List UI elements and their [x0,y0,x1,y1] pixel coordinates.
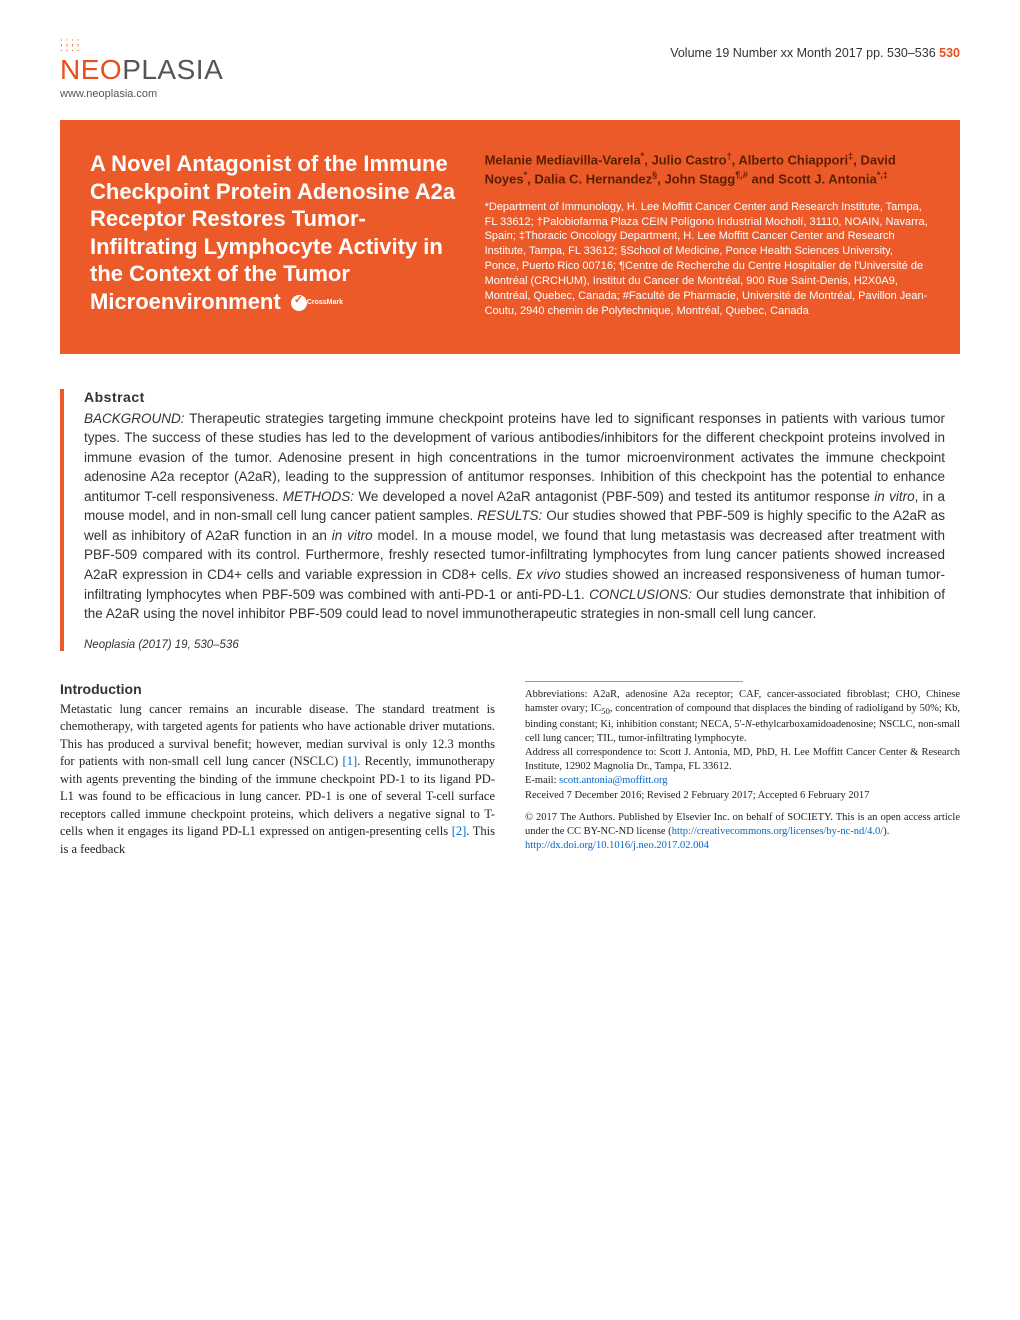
crossmark-icon[interactable] [291,295,307,311]
abstract-text: BACKGROUND: Therapeutic strategies targe… [84,409,945,624]
logo-url[interactable]: www.neoplasia.com [60,88,223,100]
crossmark-label: CrossMark [307,298,343,305]
journal-logo: : : : :: : : : NEOPLASIA www.neoplasia.c… [60,40,223,100]
correspondence-footnote: Address all correspondence to: Scott J. … [525,746,960,774]
page-number: 530 [939,46,960,60]
copyright-close: ). [883,826,889,837]
received-footnote: Received 7 December 2016; Revised 2 Febr… [525,789,960,803]
journal-line: Volume 19 Number xx Month 2017 pp. 530–5… [670,46,939,60]
copyright-footnote: © 2017 The Authors. Published by Elsevie… [525,811,960,839]
introduction-text: Metastatic lung cancer remains an incura… [60,701,495,859]
doi-footnote: http://dx.doi.org/10.1016/j.neo.2017.02.… [525,839,960,853]
title-author-box: A Novel Antagonist of the Immune Checkpo… [60,120,960,354]
abstract-heading: Abstract [84,389,945,405]
article-title: A Novel Antagonist of the Immune Checkpo… [90,150,460,315]
article-title-text: A Novel Antagonist of the Immune Checkpo… [90,151,455,314]
abbreviations-footnote: Abbreviations: A2aR, adenosine A2a recep… [525,688,960,746]
email-label: E-mail: [525,775,559,786]
introduction-heading: Introduction [60,681,495,697]
page-header: : : : :: : : : NEOPLASIA www.neoplasia.c… [60,40,960,100]
citation: Neoplasia (2017) 19, 530–536 [84,639,945,651]
email-link[interactable]: scott.antonia@moffitt.org [559,775,667,786]
email-footnote: E-mail: scott.antonia@moffitt.org [525,774,960,788]
ref-link-1[interactable]: [1] [343,754,358,768]
ref-link-2[interactable]: [2] [452,824,467,838]
logo-dots-decoration: : : : :: : : : [60,40,223,52]
license-link[interactable]: http://creativecommons.org/licenses/by-n… [672,826,884,837]
body-columns: Introduction Metastatic lung cancer rema… [60,681,960,859]
journal-issue-info: Volume 19 Number xx Month 2017 pp. 530–5… [670,40,960,60]
affiliations: *Department of Immunology, H. Lee Moffit… [485,200,930,319]
authors-list: Melanie Mediavilla-Varela*, Julio Castro… [485,150,930,188]
abstract-section: Abstract BACKGROUND: Therapeutic strateg… [60,389,960,651]
logo-neo: NEO [60,54,122,85]
logo-plasia: PLASIA [122,54,223,85]
doi-link[interactable]: http://dx.doi.org/10.1016/j.neo.2017.02.… [525,840,709,851]
footnote-divider [525,681,743,682]
